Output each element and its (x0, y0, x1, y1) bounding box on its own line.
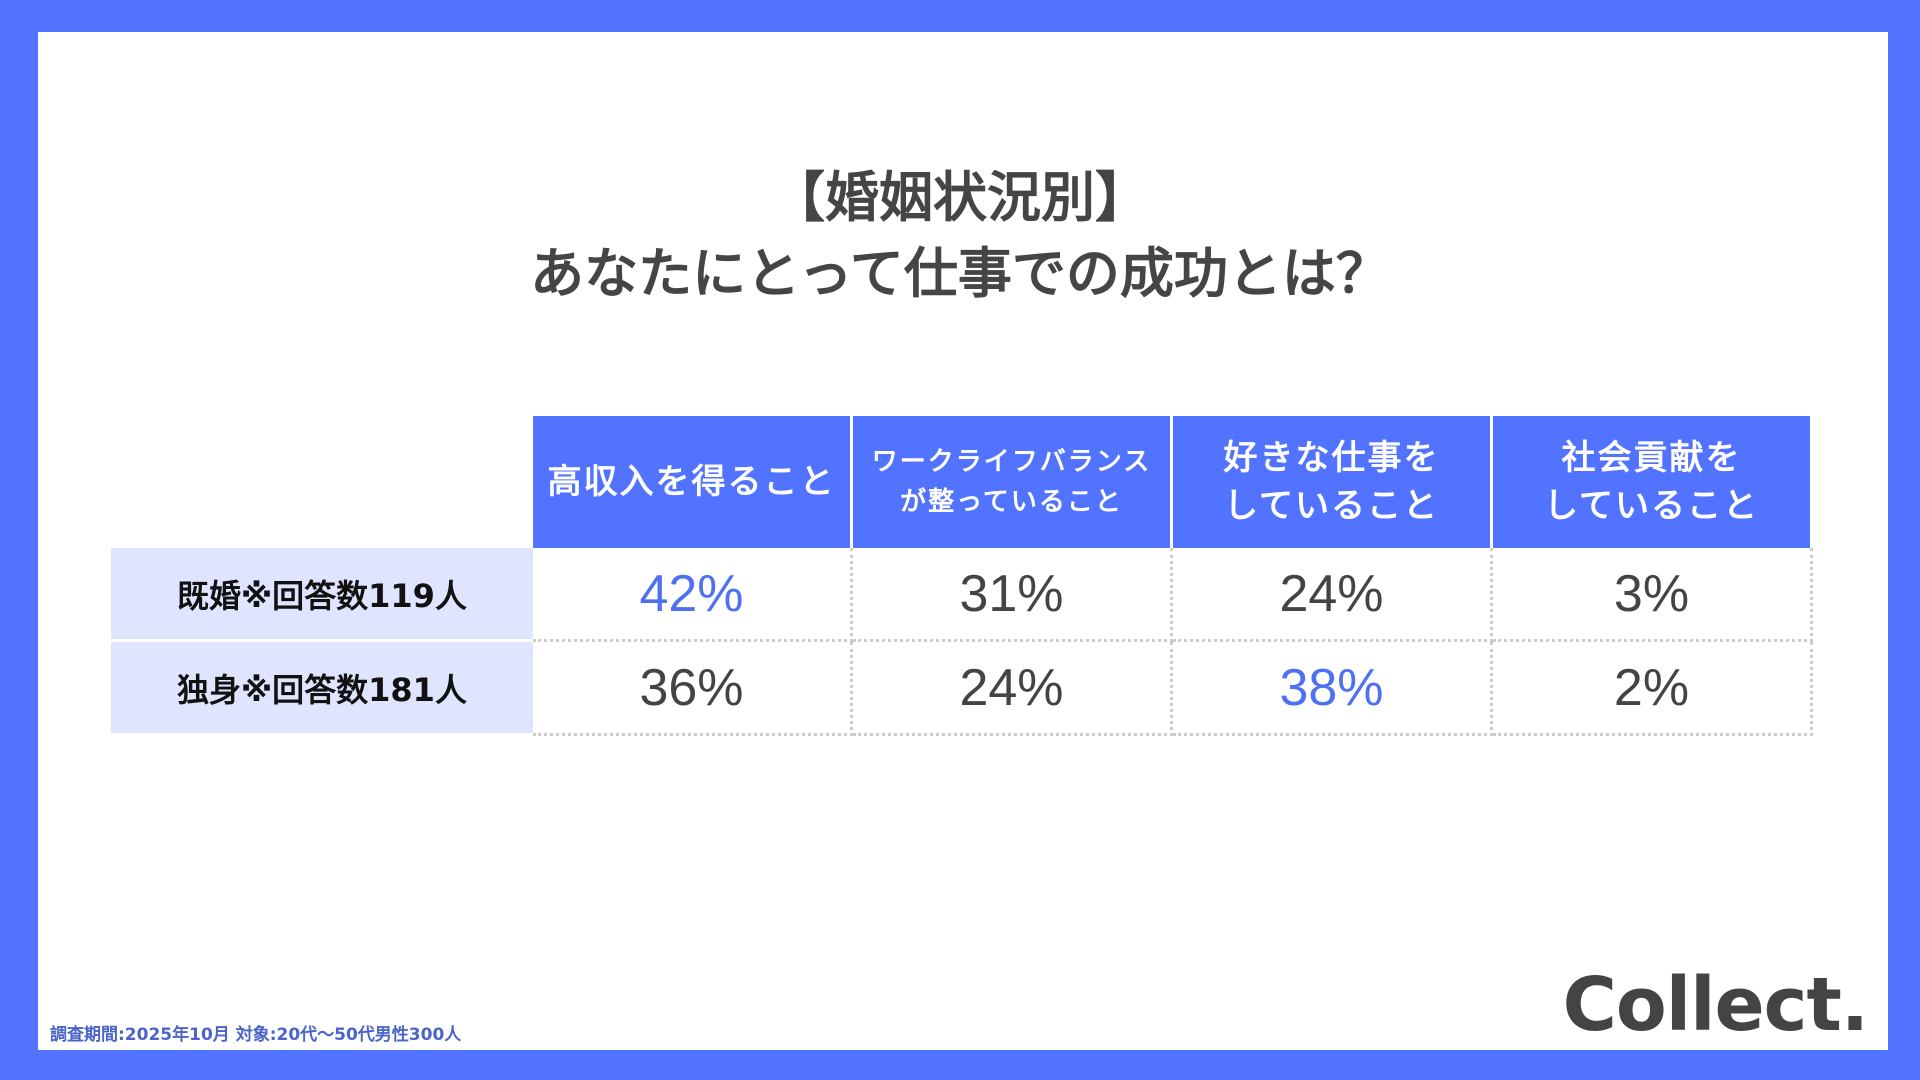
value-cell: 2% (1493, 642, 1813, 736)
column-header: 好きな仕事を していること (1173, 416, 1493, 548)
value-cell: 38% (1173, 642, 1493, 736)
header-row: 高収入を得ること ワークライフバランス が整っていること 好きな仕事を していること… (111, 416, 1813, 548)
results-table: 高収入を得ること ワークライフバランス が整っていること 好きな仕事を していること… (111, 416, 1813, 736)
header-line: ワークライフバランス (871, 447, 1152, 477)
table-row: 独身※回答数181人 36% 24% 38% 2% (111, 642, 1813, 736)
value-cell: 36% (533, 642, 853, 736)
header-line: 好きな仕事を (1223, 438, 1440, 478)
survey-note: 調査期間:2025年10月 対象:20代〜50代男性300人 (50, 1025, 462, 1045)
value-cell: 3% (1493, 548, 1813, 642)
logo: Collect. (1562, 962, 1869, 1048)
row-label: 既婚※回答数119人 (111, 548, 533, 642)
column-header: 社会貢献をしていること (1493, 416, 1813, 548)
corner-cell (111, 416, 533, 548)
table-row: 既婚※回答数119人 42% 31% 24% 3% (111, 548, 1813, 642)
row-label: 独身※回答数181人 (111, 642, 533, 736)
column-header: ワークライフバランス が整っていること (853, 416, 1173, 548)
value-cell: 24% (853, 642, 1173, 736)
header-line: していること (1224, 486, 1439, 526)
header-line: していること (1544, 486, 1759, 526)
header-line: 社会貢献を (1561, 438, 1742, 478)
header-line: が整っていること (900, 487, 1123, 517)
value-cell: 24% (1173, 548, 1493, 642)
title-line-2: あなたにとって仕事での成功とは？ (530, 242, 1390, 305)
column-header: 高収入を得ること (533, 416, 853, 548)
value-cell: 31% (853, 548, 1173, 642)
title-line-1: 【婚姻状況別】 (771, 166, 1149, 229)
value-cell: 42% (533, 548, 853, 642)
page-title: 【婚姻状況別】 あなたにとって仕事での成功とは？ (0, 160, 1920, 312)
